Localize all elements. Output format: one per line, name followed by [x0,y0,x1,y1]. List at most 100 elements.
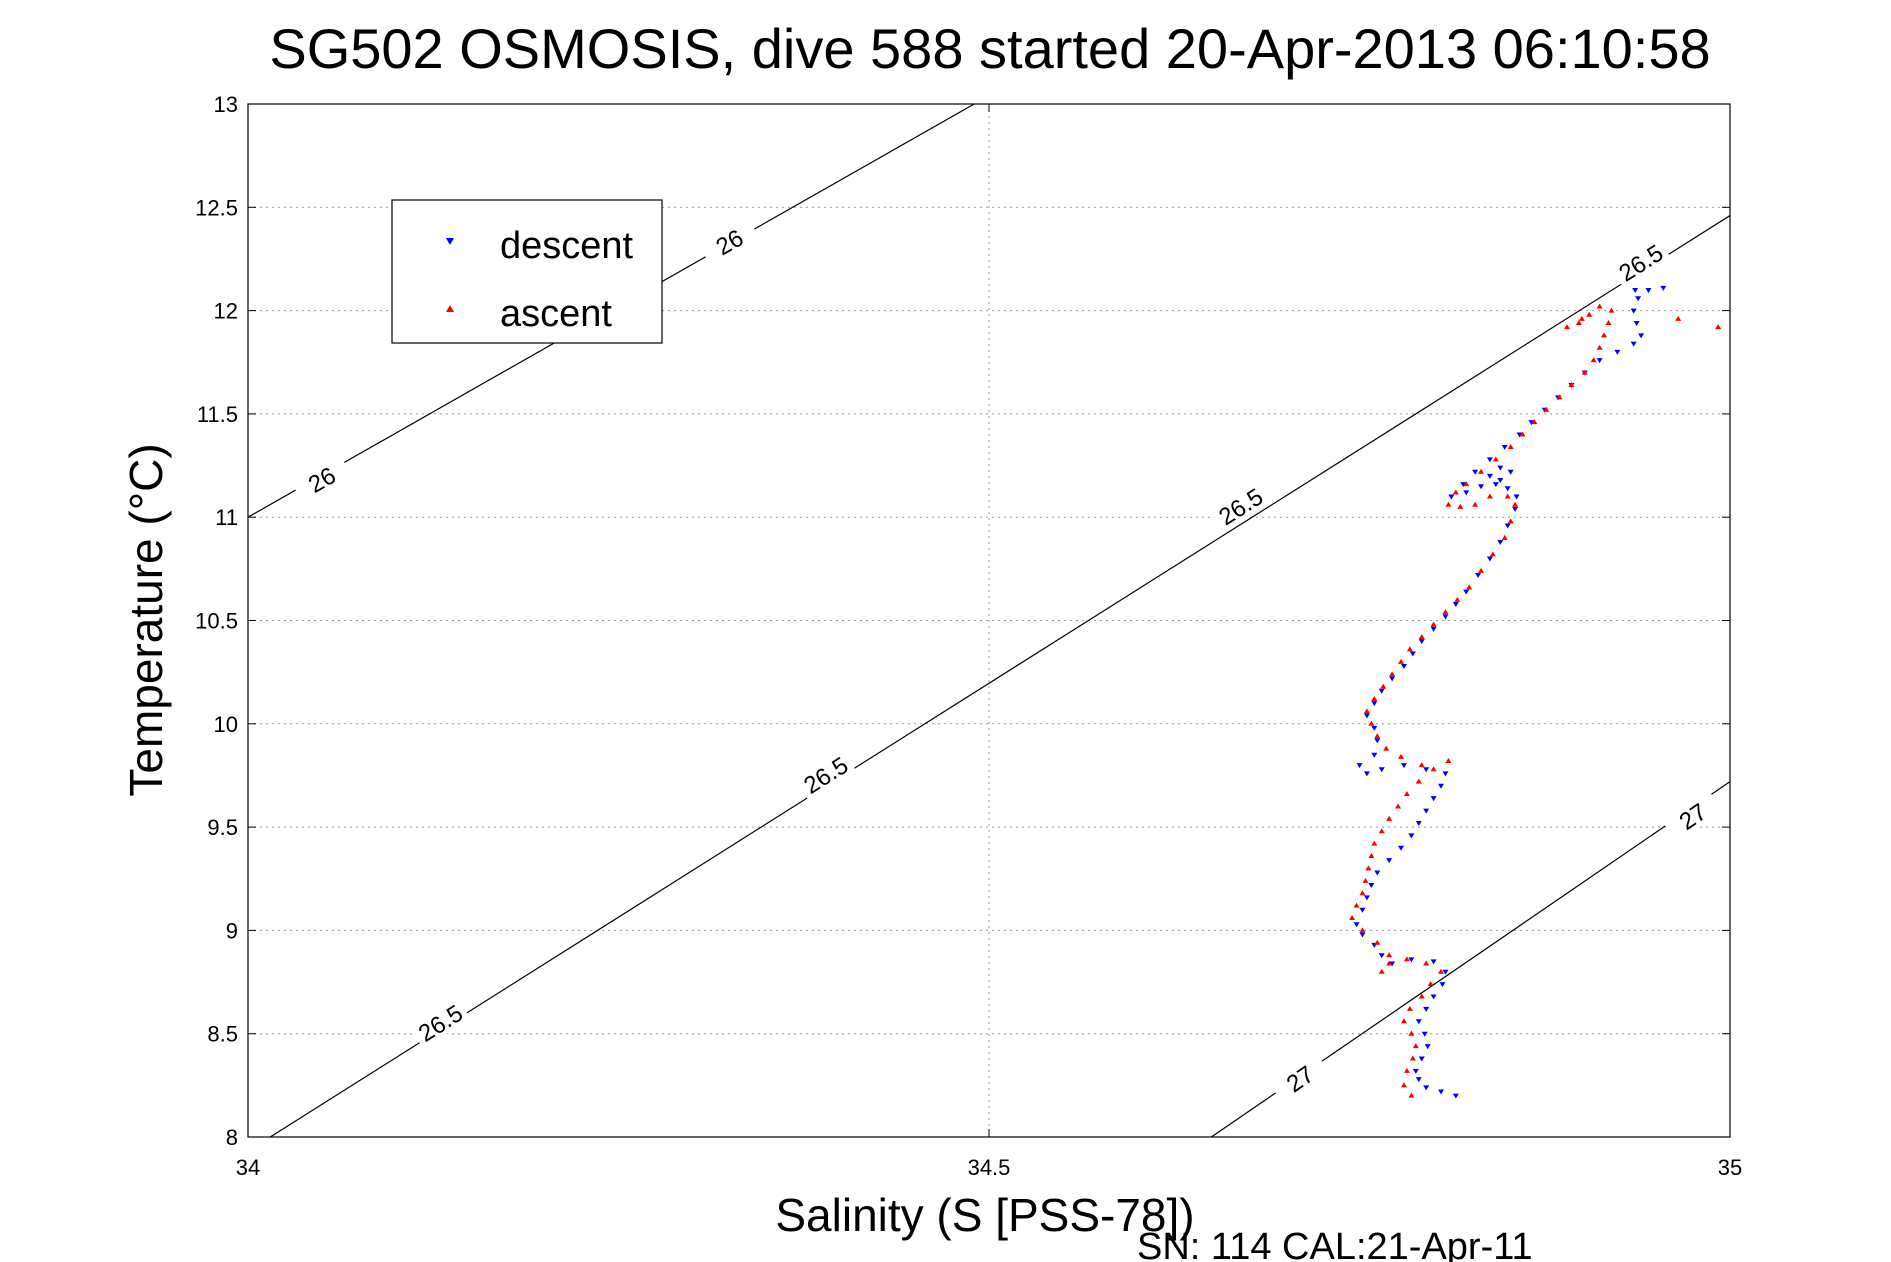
descent-point [1497,465,1504,471]
ascent-point [1359,927,1366,933]
axis-ticks: 34 34.5 35 8 8.5 9 9.5 10 10.5 11 11.5 12 12.5 13 [195,92,1742,1180]
ascent-point [1378,968,1385,974]
ascent-point [1418,634,1425,640]
descent-point [1633,320,1640,326]
ascent-point [1349,915,1356,921]
x-tick-label: 34 [236,1155,260,1180]
descent-point [1442,614,1449,620]
descent-point [1438,783,1445,789]
descent-point [1430,796,1437,802]
descent-point [1408,957,1415,963]
descent-point [1632,287,1639,293]
contour-line-26-5 [269,215,1731,1138]
descent-point [1630,341,1637,347]
ascent-point [1608,307,1615,313]
ascent-point [1568,381,1575,387]
descent-point [1421,1031,1428,1037]
contour-label-bg [1661,789,1723,843]
descent-point [1463,589,1470,595]
ascent-point [1675,315,1682,321]
ascent-point [1601,332,1608,338]
ascent-point [1362,877,1369,883]
descent-point [1630,308,1637,314]
descent-point [1438,1089,1445,1095]
legend-marker-descent [446,238,454,245]
serial-cal-footer: SN: 114 CAL:21-Apr-11 [1137,1226,1533,1262]
descent-point [1371,725,1378,731]
ascent-point [1445,501,1452,507]
ascent-point [1371,696,1378,702]
descent-point [1516,432,1523,438]
ascent-point [1397,753,1404,759]
ascent-point [1590,357,1597,363]
descent-point [1374,738,1381,744]
descent-point [1408,833,1415,839]
x-axis-label: Salinity (S [PSS-78]) [775,1189,1194,1241]
ascent-point [1605,319,1612,325]
y-tick-label: 11 [215,505,238,530]
descent-point [1353,922,1360,928]
ascent-point [1400,1018,1407,1024]
descent-point [1386,858,1393,864]
ascent-point [1365,865,1372,871]
ascent-point [1586,311,1593,317]
ascent-point [1463,481,1470,487]
ascent-point [1374,733,1381,739]
ascent-point [1389,671,1396,677]
y-axis-label: Temperature (°C) [120,443,172,796]
descent-point [1389,676,1396,682]
descent-point [1512,506,1519,512]
legend: descent ascent [391,199,663,344]
descent-point [1513,494,1520,500]
ascent-point [1489,551,1496,557]
descent-point [1472,469,1479,475]
ascent-point [1359,890,1366,896]
ascent-point [1386,815,1393,821]
ascent-point [1408,1030,1415,1036]
y-tick-label: 9.5 [207,815,238,840]
contour-label-bg [290,453,353,505]
descent-point [1638,333,1645,339]
y-tick-label: 9 [226,918,238,943]
ascent-point [1504,493,1511,499]
descent-point [1371,752,1378,758]
descent-point [1397,845,1404,851]
ascent-point [1501,534,1508,540]
descent-point [1423,767,1430,773]
contour-label-bg [1209,480,1272,532]
descent-point [1442,969,1449,975]
ascent-point [1363,708,1370,714]
ascent-point [1415,778,1422,784]
descent-point [1424,1044,1431,1050]
ascent-point [1445,757,1452,763]
ascent-point [1442,609,1449,615]
descent-point [1645,287,1652,293]
ascent-point [1452,489,1459,495]
ascent-point [1430,621,1437,627]
ascent-point [1423,960,1430,966]
ascent-point [1531,419,1538,425]
ascent-point [1512,501,1519,507]
descent-point [1635,296,1642,302]
descent-point [1400,663,1407,669]
y-tick-label: 10 [214,712,238,737]
descent-point [1356,763,1363,769]
descent-point [1507,469,1514,475]
y-tick-label: 12.5 [195,195,238,220]
contour-label-bg [1609,236,1672,289]
y-tick-label: 8.5 [207,1022,238,1047]
y-tick-label: 11.5 [197,402,238,427]
data-series [1349,285,1722,1099]
ascent-point [1374,939,1381,945]
ascent-point [1472,501,1479,507]
legend-box [391,199,663,344]
ascent-point [1492,456,1499,462]
ascent-point [1507,518,1514,524]
descent-point [1374,870,1381,876]
ascent-point [1408,1092,1415,1098]
ascent-point [1395,803,1402,809]
descent-point [1418,639,1425,645]
contour-label-bg [1269,1051,1331,1105]
descent-point [1415,1019,1422,1025]
